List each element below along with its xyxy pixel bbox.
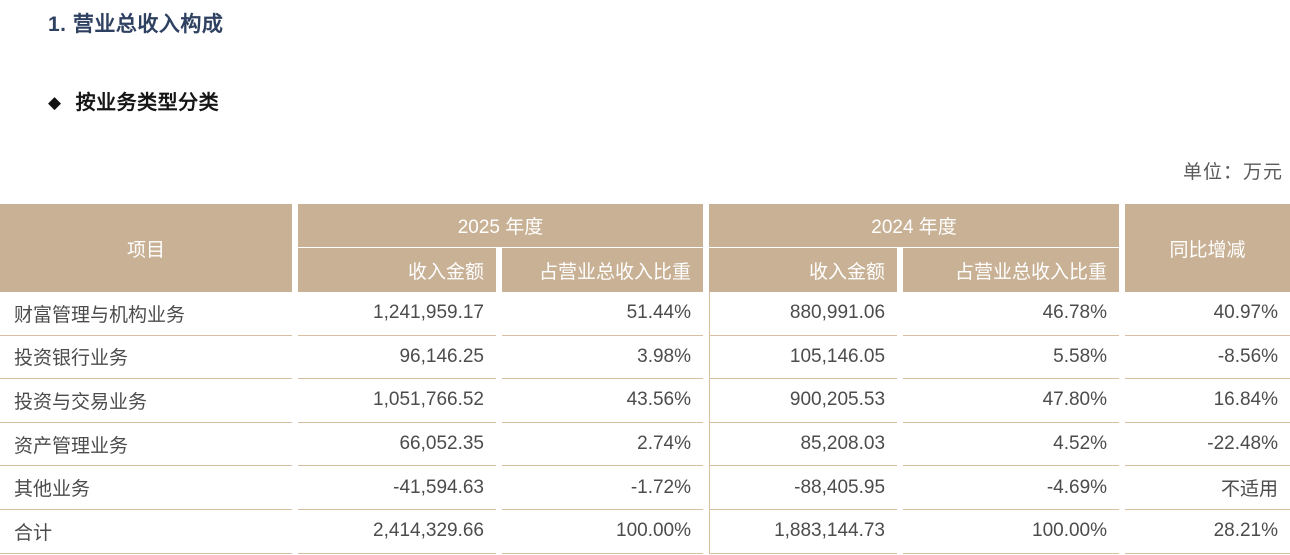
yoy-cell: -8.56% <box>1125 335 1290 380</box>
amount-2025-cell: 96,146.25 <box>298 335 496 380</box>
header-amount-2024: 收入金额 <box>709 248 898 292</box>
amount-2025-cell: 1,241,959.17 <box>298 292 496 336</box>
table-row: 投资银行业务 96,146.25 3.98% 105,146.05 5.58% … <box>0 335 1290 380</box>
amount-2025-cell: -41,594.63 <box>298 466 496 510</box>
amount-2024-cell: 85,208.03 <box>709 422 898 467</box>
amount-2024-cell: 880,991.06 <box>709 292 898 336</box>
table-row: 财富管理与机构业务 1,241,959.17 51.44% 880,991.06… <box>0 292 1290 336</box>
share-2024-cell: 46.78% <box>903 292 1120 336</box>
share-2024-cell: -4.69% <box>903 466 1120 510</box>
table-row: 投资与交易业务 1,051,766.52 43.56% 900,205.53 4… <box>0 379 1290 423</box>
yoy-cell: 40.97% <box>1125 292 1290 336</box>
amount-2025-cell: 66,052.35 <box>298 422 496 467</box>
item-cell: 其他业务 <box>0 466 292 510</box>
header-amount-2025: 收入金额 <box>298 248 496 292</box>
amount-2024-cell: 900,205.53 <box>709 379 898 423</box>
item-cell: 财富管理与机构业务 <box>0 292 292 336</box>
header-yoy: 同比增减 <box>1125 204 1290 292</box>
revenue-table: 项目 2025 年度 2024 年度 同比增减 收入金额 占营业总收入比重 收入… <box>0 204 1290 554</box>
share-2025-cell: 2.74% <box>502 422 704 467</box>
table-row: 其他业务 -41,594.63 -1.72% -88,405.95 -4.69%… <box>0 466 1290 510</box>
amount-2024-cell: 1,883,144.73 <box>709 509 898 554</box>
header-year-2024: 2024 年度 <box>709 204 1120 248</box>
subsection-title-label: 按业务类型分类 <box>75 92 220 114</box>
section-title: 1. 营业总收入构成 <box>48 13 224 36</box>
yoy-cell: 16.84% <box>1125 379 1290 423</box>
share-2024-cell: 47.80% <box>903 379 1120 423</box>
share-2025-cell: 100.00% <box>502 509 704 554</box>
revenue-table-container: 项目 2025 年度 2024 年度 同比增减 收入金额 占营业总收入比重 收入… <box>0 204 1290 555</box>
share-2024-cell: 4.52% <box>903 422 1120 467</box>
header-row-groups: 项目 2025 年度 2024 年度 同比增减 <box>0 204 1290 292</box>
amount-2024-cell: 105,146.05 <box>709 335 898 380</box>
header-year-2025: 2025 年度 <box>298 204 704 248</box>
header-item: 项目 <box>0 204 292 292</box>
share-2024-cell: 5.58% <box>903 335 1120 380</box>
diamond-bullet-icon: ◆ <box>48 93 62 112</box>
header-share-2024: 占营业总收入比重 <box>903 248 1120 292</box>
share-2025-cell: 51.44% <box>502 292 704 336</box>
share-2024-cell: 100.00% <box>903 509 1120 554</box>
table-row-total: 合计 2,414,329.66 100.00% 1,883,144.73 100… <box>0 509 1290 554</box>
header-row-subcolumns: 收入金额 占营业总收入比重 收入金额 占营业总收入比重 <box>0 248 1290 292</box>
subsection-title: ◆ 按业务类型分类 <box>48 86 219 115</box>
item-cell: 合计 <box>0 509 292 554</box>
share-2025-cell: 3.98% <box>502 335 704 380</box>
item-cell: 资产管理业务 <box>0 422 292 467</box>
amount-2025-cell: 2,414,329.66 <box>298 509 496 554</box>
item-cell: 投资银行业务 <box>0 335 292 380</box>
yoy-cell: -22.48% <box>1125 422 1290 467</box>
table-row: 资产管理业务 66,052.35 2.74% 85,208.03 4.52% -… <box>0 422 1290 467</box>
unit-label: 单位：万元 <box>1182 162 1283 183</box>
yoy-cell: 28.21% <box>1125 509 1290 554</box>
share-2025-cell: -1.72% <box>502 466 704 510</box>
amount-2025-cell: 1,051,766.52 <box>298 379 496 423</box>
header-share-2025: 占营业总收入比重 <box>502 248 704 292</box>
item-cell: 投资与交易业务 <box>0 379 292 423</box>
share-2025-cell: 43.56% <box>502 379 704 423</box>
yoy-cell: 不适用 <box>1125 466 1290 510</box>
amount-2024-cell: -88,405.95 <box>709 466 898 510</box>
